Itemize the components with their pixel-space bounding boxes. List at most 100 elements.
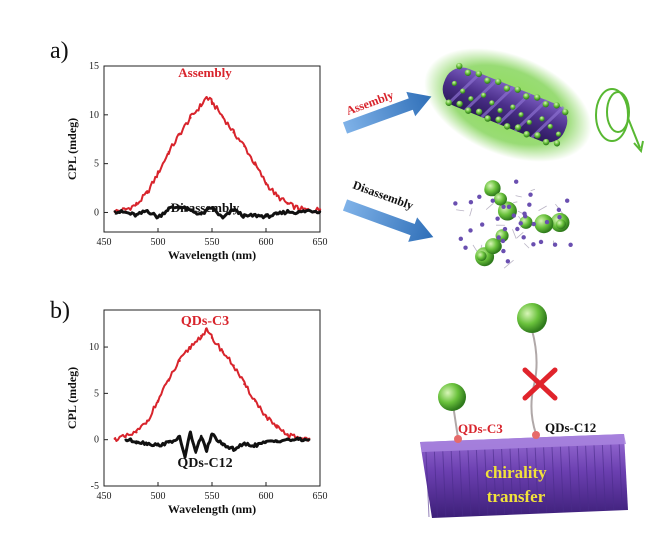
- slab-stripe: [433, 451, 438, 517]
- chart-a-y-tick-label: 5: [94, 159, 99, 170]
- chart-a-data-point: [189, 116, 192, 120]
- slab-stripe: [610, 444, 615, 510]
- chart-a-label-disassembly: Disassembly: [171, 200, 240, 215]
- ligand-strand: [538, 205, 547, 211]
- chart-a-data-point: [135, 203, 138, 206]
- slab-stripe: [576, 446, 581, 512]
- chart-b-data-point: [275, 426, 278, 429]
- rod-bead: [510, 104, 516, 110]
- chart-a-data-point: [124, 211, 127, 214]
- chart-a-data-point: [146, 209, 149, 212]
- chart-a-label-assembly: Assembly: [178, 65, 232, 80]
- rod-bead: [514, 124, 522, 131]
- chart-b-data-point: [205, 329, 208, 332]
- ligand-bead: [552, 242, 558, 247]
- chart-a-x-tick-label: 600: [259, 237, 274, 248]
- rod-bead: [523, 131, 530, 138]
- rotation-spiral-icon: [595, 88, 644, 154]
- rod-bead: [484, 115, 491, 122]
- rod-bead: [495, 78, 502, 85]
- ligand-strand: [469, 208, 473, 217]
- chart-b-data-point: [189, 345, 192, 349]
- rod-bead: [562, 108, 569, 116]
- disassembly-arrow: [342, 199, 434, 242]
- chart-a-y-axis-label: CPL (mdeg): [65, 118, 79, 180]
- chart-a-data-point: [297, 207, 300, 210]
- ligand-qds-c3: [438, 383, 466, 443]
- chart-b-data-point: [221, 444, 224, 447]
- ligand-label-qds-c3: QDs-C3: [458, 421, 503, 436]
- chart-b-x-tick-label: 450: [97, 491, 112, 502]
- chart-b-data-point: [264, 415, 268, 418]
- cross-mark-icon: [522, 367, 558, 401]
- chart-b-data-point: [178, 436, 181, 439]
- slab-stripe: [526, 448, 531, 514]
- slab-stripe: [501, 449, 506, 515]
- chart-a-data-point: [113, 210, 117, 213]
- rod-bead: [518, 112, 524, 118]
- rod-bead: [526, 119, 532, 125]
- quantum-dot-sphere: [485, 238, 502, 255]
- chart-b-data-point: [264, 441, 268, 444]
- chart-b-label-qds-c3: QDs-C3: [181, 314, 229, 329]
- chart-b-data-point: [200, 434, 203, 438]
- chart-a-data-point: [297, 211, 300, 214]
- chart-a-data-point: [178, 133, 181, 136]
- chart-b-data-point: [146, 420, 149, 423]
- chart-b-data-point: [167, 378, 170, 381]
- ligand-bead: [495, 216, 500, 221]
- chart-b-data-point: [135, 431, 138, 434]
- ligand-bead: [490, 198, 495, 203]
- chart-b-data-point: [297, 438, 300, 441]
- assembled-nanorod-illustration: [424, 48, 592, 162]
- chart-b-y-axis-label: CPL (mdeg): [65, 367, 79, 429]
- chart-b: 450 500 550 600 650 -5 0 5 10 Wavelength (nm) CPL …: [65, 309, 328, 516]
- ligand-qds-c12: [517, 303, 547, 439]
- chart-b-data-point: [275, 439, 278, 442]
- chart-a-data-point: [232, 208, 235, 211]
- chart-a-data-point: [318, 210, 322, 213]
- chart-a-data-point: [167, 150, 170, 154]
- ligand-bead: [477, 194, 482, 199]
- chart-a-data-point: [243, 215, 246, 218]
- chart-b-data-point: [286, 433, 289, 437]
- rod-bead: [514, 86, 521, 93]
- ligand-bead: [544, 219, 550, 225]
- chart-a-data-point: [210, 100, 214, 104]
- chart-b-data-point: [286, 438, 289, 441]
- ligand-bead: [531, 221, 536, 227]
- chart-b-data-point: [308, 438, 311, 441]
- quantum-dot-sphere: [484, 180, 501, 197]
- ligand-bead: [521, 235, 526, 240]
- chirality-slab-illustration: [420, 434, 628, 518]
- chart-a-data-point: [264, 215, 268, 218]
- rod-bead: [465, 107, 472, 114]
- rod-bead: [475, 108, 483, 115]
- rod-bead: [460, 88, 466, 94]
- chart-a-data-point: [156, 216, 160, 219]
- chart-b-data-point: [124, 438, 127, 441]
- rod-bead: [503, 85, 511, 92]
- chart-b-y-tick-label: 5: [94, 388, 99, 399]
- chart-a-data-point: [135, 214, 138, 217]
- chart-b-data-point: [194, 451, 197, 454]
- ligand-bead: [501, 204, 506, 209]
- rod-bead: [555, 131, 562, 137]
- slab-stripe: [484, 449, 489, 515]
- rod-bead: [503, 123, 511, 130]
- ligand-strand: [485, 203, 494, 210]
- ligand-bead: [531, 242, 536, 247]
- rod-bead: [475, 70, 482, 78]
- slab-stripe: [425, 451, 430, 518]
- ligand-bead: [538, 239, 544, 245]
- chart-b-data-point: [146, 442, 149, 445]
- ligand-bead: [528, 192, 533, 197]
- chart-a-x-tick-label: 500: [151, 237, 166, 248]
- ligand-strand: [515, 195, 522, 198]
- chart-b-data-point: [178, 359, 181, 363]
- rod-bead: [539, 116, 545, 122]
- chart-b-x-axis-label: Wavelength (nm): [168, 502, 256, 516]
- ligand-bead: [468, 228, 473, 233]
- chart-a-data-point: [124, 208, 127, 211]
- quantum-dot-sphere: [519, 215, 533, 229]
